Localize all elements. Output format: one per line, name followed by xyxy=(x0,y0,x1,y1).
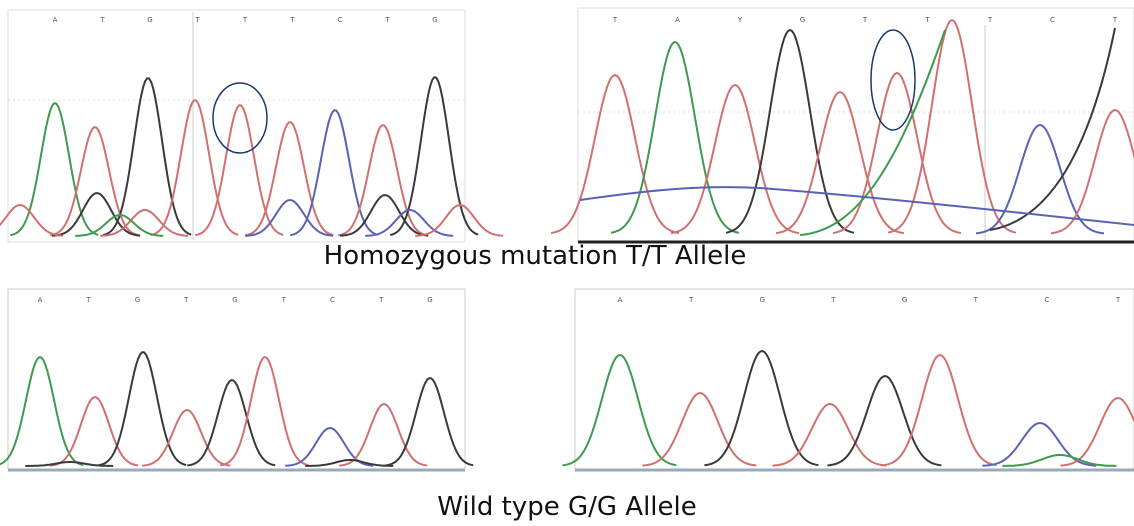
base-label: T xyxy=(612,16,618,24)
base-label: Y xyxy=(737,16,743,24)
base-label: G xyxy=(902,296,907,304)
base-label: G xyxy=(147,16,152,24)
base-label: G xyxy=(232,296,237,304)
base-label: C xyxy=(330,296,335,304)
base-label: G xyxy=(427,296,432,304)
base-label: C xyxy=(1044,296,1049,304)
base-label: T xyxy=(183,296,189,304)
caption: Homozygous mutation T/T Allele xyxy=(324,241,747,271)
base-label: T xyxy=(194,16,200,24)
panel-frame xyxy=(8,289,465,469)
base-label: T xyxy=(378,296,384,304)
base-label: T xyxy=(924,16,930,24)
base-label: A xyxy=(618,296,623,304)
base-label: T xyxy=(1112,16,1118,24)
base-label: T xyxy=(86,296,92,304)
base-label: T xyxy=(281,296,287,304)
base-label: G xyxy=(432,16,437,24)
base-label: T xyxy=(862,16,868,24)
figure: Homozygous mutation T/T Allele Wild type… xyxy=(0,0,1134,526)
base-label: A xyxy=(38,296,43,304)
base-label: G xyxy=(135,296,140,304)
base-label: A xyxy=(675,16,680,24)
base-label: T xyxy=(289,16,295,24)
base-label: T xyxy=(99,16,105,24)
base-label: T xyxy=(1115,296,1121,304)
base-label: T xyxy=(688,296,694,304)
base-label: T xyxy=(384,16,390,24)
base-label: T xyxy=(830,296,836,304)
base-label: G xyxy=(800,16,805,24)
base-label: C xyxy=(1050,16,1055,24)
base-label: G xyxy=(760,296,765,304)
base-label: C xyxy=(338,16,343,24)
base-label: T xyxy=(987,16,993,24)
base-label: T xyxy=(973,296,979,304)
base-label: T xyxy=(242,16,248,24)
base-label: A xyxy=(53,16,58,24)
caption: Wild type G/G Allele xyxy=(437,492,696,522)
